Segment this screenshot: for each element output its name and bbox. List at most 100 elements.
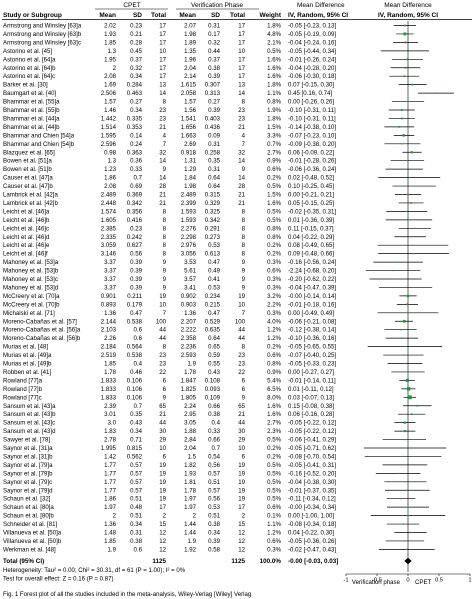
study-label: Armstrong and Winsley [63]c xyxy=(3,39,81,46)
verif-sd: 0.64 xyxy=(208,183,220,190)
study-ci: -0.06 [-0.36, 0.24] xyxy=(288,166,336,173)
cpet-sd: 0.56 xyxy=(130,251,142,258)
header-cpet: CPET xyxy=(123,2,140,9)
study-ci: -0.00 [-0.14, 0.14] xyxy=(288,293,336,300)
study-ci: -0.16 [-0.56, 0.24] xyxy=(288,259,336,266)
effect-square xyxy=(406,160,409,162)
cpet-mean: 1.97 xyxy=(104,504,116,511)
study-weight: 0.2% xyxy=(267,445,281,452)
study-label: Moreno-Cabañas et al. [56]b xyxy=(3,335,81,342)
study-ci: -0.07 [-0.40, 0.25] xyxy=(288,352,336,359)
study-label: Baumgart et al. [40] xyxy=(3,90,56,97)
cpet-sd: 0.48 xyxy=(130,504,142,511)
study-ci: -0.08 [-0.34, 0.18] xyxy=(288,521,336,528)
cpet-sd: 0.37 xyxy=(130,56,142,63)
favours-right: CPET xyxy=(415,579,432,586)
effect-square xyxy=(403,354,405,356)
cpet-sd: 0.46 xyxy=(130,369,142,376)
verif-mean: 1.9 xyxy=(188,361,197,368)
cpet-mean: 1.42 xyxy=(104,453,116,460)
verif-sd: 0.43 xyxy=(208,369,220,376)
cpet-total: 17 xyxy=(159,23,166,30)
effect-square xyxy=(406,303,409,306)
cpet-total: 44 xyxy=(159,420,166,427)
cpet-sd: 0.23 xyxy=(130,23,142,30)
study-ci: 0.10 [-0.25, 0.45] xyxy=(288,183,334,190)
study-weight: 1.8% xyxy=(267,23,281,30)
verif-mean: 0.902 xyxy=(181,293,197,300)
verif-total: 32 xyxy=(238,149,245,156)
cpet-total: 13 xyxy=(159,82,166,89)
verif-mean: 2.298 xyxy=(181,234,197,241)
cpet-mean: 1.57 xyxy=(104,99,116,106)
cpet-sd: 0.69 xyxy=(130,183,142,190)
cpet-sd: 0.34 xyxy=(130,521,142,528)
cpet-sd: 0.179 xyxy=(127,301,143,308)
verif-mean: 3.53 xyxy=(184,259,196,266)
verif-total: 44 xyxy=(238,420,245,427)
effect-square xyxy=(403,75,406,78)
verif-mean: 1.825 xyxy=(181,386,197,393)
verif-mean: 5.61 xyxy=(184,268,196,275)
cpet-total: 8 xyxy=(163,99,167,106)
effect-square xyxy=(407,371,409,373)
verif-mean: 3.05 xyxy=(184,420,196,427)
study-weight: 1.2% xyxy=(267,335,281,342)
cpet-sd: 0.106 xyxy=(127,386,143,393)
verif-total: 14 xyxy=(238,158,245,165)
study-weight: 0.8% xyxy=(267,99,281,106)
verif-sd: 0.57 xyxy=(208,470,220,477)
verif-total: 10 xyxy=(238,301,245,308)
verif-mean: 2.399 xyxy=(181,200,197,207)
effect-square xyxy=(399,328,402,331)
total-n1: 1125 xyxy=(152,558,166,565)
effect-square xyxy=(410,202,412,204)
study-weight: 1.6% xyxy=(267,65,281,72)
verif-total: 17 xyxy=(238,31,245,38)
study-weight: 1.2% xyxy=(267,530,281,537)
cpet-mean: 1.833 xyxy=(101,386,117,393)
cpet-total: 9 xyxy=(163,166,167,173)
effect-square xyxy=(400,109,403,111)
cpet-sd: 0.57 xyxy=(130,487,142,494)
study-ci: 0.08 [-0.49, 0.65] xyxy=(288,242,334,249)
study-ci: -0.06 [-0.21, 0.08] xyxy=(288,318,336,325)
study-ci: -0.14 [-0.38, 0.10] xyxy=(288,124,336,131)
verif-total: 17 xyxy=(238,23,245,30)
verif-sd: 0.273 xyxy=(205,234,221,241)
study-ci: -0.01 [-0.18, 0.16] xyxy=(288,301,336,308)
study-label: Sansum et al. [43]b xyxy=(3,411,56,418)
effect-square xyxy=(404,447,406,449)
study-ci: -0.06 [-0.30, 0.18] xyxy=(288,73,336,80)
cpet-total: 9 xyxy=(163,276,167,283)
effect-square xyxy=(410,413,413,416)
verif-sd: 0.53 xyxy=(208,504,220,511)
study-ci: -0.12 [-0.38, 0.14] xyxy=(288,327,336,334)
study-label: Bhammar et al. [55]b xyxy=(3,107,60,114)
effect-square xyxy=(406,489,408,491)
verif-total: 65 xyxy=(238,403,245,410)
cpet-total: 10 xyxy=(159,48,166,55)
cpet-total: 19 xyxy=(159,293,166,300)
study-weight: 0.3% xyxy=(267,284,281,291)
verif-sd: 0.38 xyxy=(208,521,220,528)
study-ci: 0.06 [-0.16, 0.28] xyxy=(288,411,334,418)
study-label: Murias et al. [49]b xyxy=(3,361,52,368)
study-weight: 0.5% xyxy=(267,208,281,215)
cpet-sd: 0.242 xyxy=(127,234,143,241)
verif-mean: 1.5 xyxy=(188,453,197,460)
verif-sd: 0.4 xyxy=(212,420,221,427)
verif-mean: 1.89 xyxy=(184,39,196,46)
study-label: Werkman et al. [48] xyxy=(3,546,56,553)
effect-square xyxy=(407,506,409,508)
verif-sd: 0.44 xyxy=(208,48,220,55)
cpet-total: 17 xyxy=(159,504,166,511)
verif-total: 9 xyxy=(242,394,246,401)
effect-square xyxy=(398,126,401,128)
cpet-total: 7 xyxy=(163,310,167,317)
effect-square xyxy=(406,548,408,550)
verif-total: 6 xyxy=(242,377,246,384)
study-ci: -0.05 [-0.23, 0.13] xyxy=(288,23,336,30)
verif-total: 8 xyxy=(242,234,246,241)
verif-total: 22 xyxy=(238,369,245,376)
